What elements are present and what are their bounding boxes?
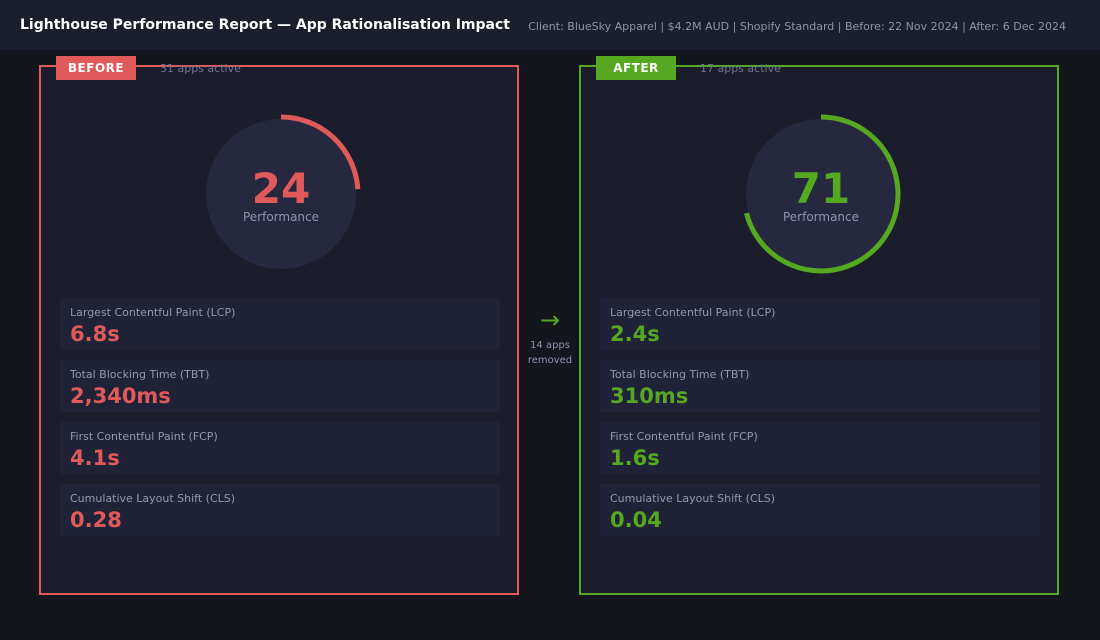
before-score: 24 (251, 164, 311, 213)
after-metric-cls: Cumulative Layout Shift (CLS) 0.04 (600, 484, 1040, 536)
metric-label: Total Blocking Time (TBT) (70, 368, 210, 381)
after-metric-tbt: Total Blocking Time (TBT) 310ms (600, 360, 1040, 412)
before-metric-cls: Cumulative Layout Shift (CLS) 0.28 (60, 484, 500, 536)
after-score-gauge (743, 114, 901, 274)
metric-label: Largest Contentful Paint (LCP) (70, 306, 236, 319)
metric-value: 310ms (610, 384, 689, 408)
gauge-background (206, 119, 356, 269)
after-panel: AFTER 17 apps active 71 Performance Larg… (579, 56, 1059, 595)
report-title: Lighthouse Performance Report — App Rati… (20, 17, 510, 33)
after-metric-fcp: First Contentful Paint (FCP) 1.6s (600, 422, 1040, 474)
before-metric-tbt: Total Blocking Time (TBT) 2,340ms (60, 360, 500, 412)
metric-value: 4.1s (70, 446, 120, 470)
apps-removed-text: removed (527, 355, 573, 366)
after-metric-lcp: Largest Contentful Paint (LCP) 2.4s (600, 298, 1040, 350)
metric-value: 2.4s (610, 322, 660, 346)
metric-label: Largest Contentful Paint (LCP) (610, 306, 776, 319)
metric-label: First Contentful Paint (FCP) (70, 430, 218, 443)
before-badge: BEFORE (56, 56, 136, 80)
arrow-right-icon: → (539, 306, 561, 334)
apps-removed-label: 14 apps removed (520, 338, 580, 368)
gauge-background (746, 119, 896, 269)
metric-label: Cumulative Layout Shift (CLS) (70, 492, 236, 505)
before-score-label: Performance (242, 210, 320, 224)
gauge-arc (743, 114, 901, 274)
after-badge: AFTER (596, 56, 676, 80)
metric-value: 2,340ms (70, 384, 171, 408)
report-meta: Client: BlueSky Apparel | $4.2M AUD | Sh… (528, 20, 1066, 33)
apps-removed-count: 14 apps (530, 340, 570, 351)
metric-value: 0.28 (70, 508, 122, 532)
report-header: Lighthouse Performance Report — App Rati… (0, 0, 1100, 50)
before-score-gauge (206, 114, 361, 269)
metric-label: First Contentful Paint (FCP) (610, 430, 758, 443)
before-apps-active: 31 apps active (160, 62, 241, 75)
metric-value: 0.04 (610, 508, 662, 532)
after-score-label: Performance (782, 210, 860, 224)
after-score: 71 (791, 164, 851, 213)
metric-value: 1.6s (610, 446, 660, 470)
before-panel: BEFORE 31 apps active 24 Performance Lar… (39, 56, 519, 595)
metric-label: Cumulative Layout Shift (CLS) (610, 492, 776, 505)
gauge-arc (280, 114, 361, 190)
after-apps-active: 17 apps active (700, 62, 781, 75)
before-metric-fcp: First Contentful Paint (FCP) 4.1s (60, 422, 500, 474)
metric-value: 6.8s (70, 322, 120, 346)
transition-indicator: → 14 apps removed (520, 304, 580, 368)
metric-label: Total Blocking Time (TBT) (610, 368, 750, 381)
before-metric-lcp: Largest Contentful Paint (LCP) 6.8s (60, 298, 500, 350)
